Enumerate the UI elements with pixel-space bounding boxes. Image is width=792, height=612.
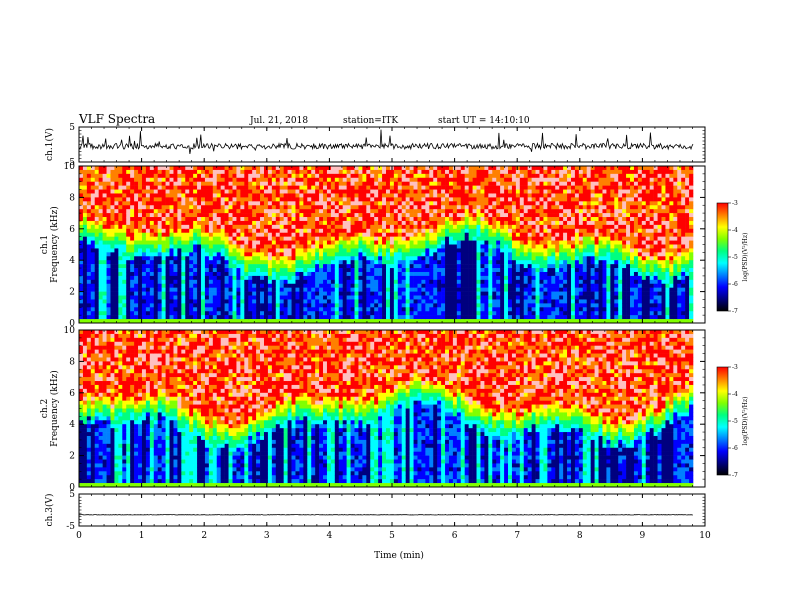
y-tick-label: 4	[69, 256, 75, 266]
x-tick-label: 10	[699, 531, 711, 541]
y-tick-label: 4	[69, 420, 75, 430]
ch3-waveform-frame	[78, 493, 706, 527]
x-tick-label: 3	[264, 531, 270, 541]
colorbar	[716, 202, 729, 312]
x-tick-label: 8	[577, 531, 583, 541]
y-tick-label: 5	[69, 490, 75, 500]
start-time-label: start UT = 14:10:10	[438, 116, 530, 126]
colorbars-group: -3 -4 -5 -6 -7 log(PSD)(V²/Hz) -3 -4 -5 -6 -7 log(P…	[716, 200, 749, 479]
y-tick-label: 2	[69, 288, 75, 298]
y-tick-label: 6	[69, 389, 75, 399]
colorbar-tick-label: -4	[732, 391, 738, 398]
ch1-spectrogram-panel	[78, 165, 706, 324]
colorbar-tick-label: -6	[732, 281, 738, 288]
ch2-spectrogram-heatmap	[79, 330, 705, 488]
y-tick-label: 8	[69, 357, 75, 367]
colorbar-tick-label: -6	[732, 445, 738, 452]
y-tick-label: 6	[69, 225, 75, 235]
ch3-waveform-panel	[78, 493, 706, 527]
y-axis-label-line: ch.1(V)	[44, 128, 55, 161]
colorbar-tick-label: -4	[732, 227, 738, 234]
y-tick-label: 0	[69, 319, 75, 329]
colorbar-tick-label: -5	[732, 418, 738, 425]
x-tick-label: 0	[76, 531, 82, 541]
colorbar-tick-label: -3	[732, 200, 738, 207]
x-tick-label: 5	[389, 531, 395, 541]
figure-title: VLF Spectra	[78, 112, 155, 126]
y-tick-label: 0	[69, 483, 75, 493]
x-tick-label: 6	[452, 531, 458, 541]
station-label: station=ITK	[343, 116, 398, 126]
colorbar-tick-label: -7	[732, 472, 738, 479]
colorbar-tick-label: -3	[732, 364, 738, 371]
colorbar-label: log(PSD)(V²/Hz)	[742, 397, 749, 446]
x-tick-label: 7	[514, 531, 520, 541]
y-tick-label: 2	[69, 452, 75, 462]
y-axis-label-line: ch.3(V)	[44, 494, 55, 527]
y-axis-label-line: Frequency (kHz)	[49, 370, 60, 447]
y-tick-label: 10	[64, 326, 76, 336]
y-tick-label: 5	[69, 123, 75, 133]
y-axis-label-line: Frequency (kHz)	[49, 206, 60, 283]
x-tick-label: 1	[139, 531, 145, 541]
colorbar	[716, 366, 729, 476]
x-tick-label: 4	[327, 531, 333, 541]
y-axis-label-line: ch.2	[40, 399, 50, 418]
x-tick-label: 2	[201, 531, 207, 541]
y-tick-label: 10	[64, 162, 76, 172]
x-axis-label: Time (min)	[374, 550, 424, 561]
ch1-waveform-panel	[78, 126, 706, 163]
y-axis-label-line: ch.1	[40, 235, 50, 254]
ch1-waveform-trace	[78, 129, 694, 154]
x-tick-label: 9	[640, 531, 646, 541]
ch1-spectrogram-heatmap	[79, 166, 705, 324]
ch2-spectrogram-panel	[78, 329, 706, 488]
colorbar-label: log(PSD)(V²/Hz)	[742, 233, 749, 282]
y-tick-label: -5	[66, 522, 75, 532]
date-label: Jul. 21, 2018	[249, 116, 308, 126]
y-tick-label: 8	[69, 193, 75, 203]
y-tick-label: -5	[66, 158, 75, 168]
colorbar-tick-label: -5	[732, 254, 738, 261]
colorbar-tick-label: -7	[732, 308, 738, 315]
